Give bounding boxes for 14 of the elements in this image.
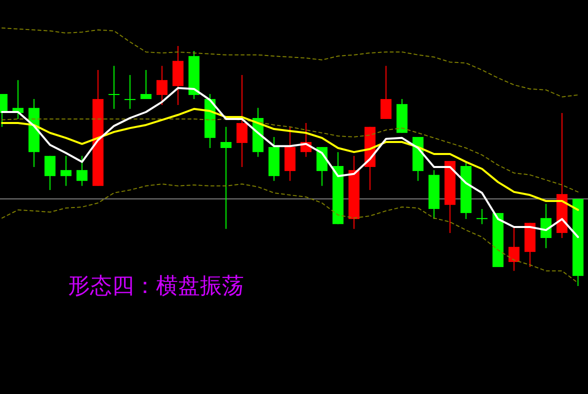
candlestick [508,226,520,272]
candlestick [476,208,488,225]
candlestick [140,70,152,100]
candlestick [76,155,88,186]
candlestick [108,65,120,110]
candlestick [380,65,392,120]
candlestick [124,74,136,110]
annotation: 形态四：横盘振荡 [68,274,244,299]
candlestick [220,126,232,230]
candlestick [284,126,296,182]
candlestick [44,155,56,190]
candlestick [236,74,248,168]
candlestick [156,65,168,106]
candlestick [60,155,72,186]
